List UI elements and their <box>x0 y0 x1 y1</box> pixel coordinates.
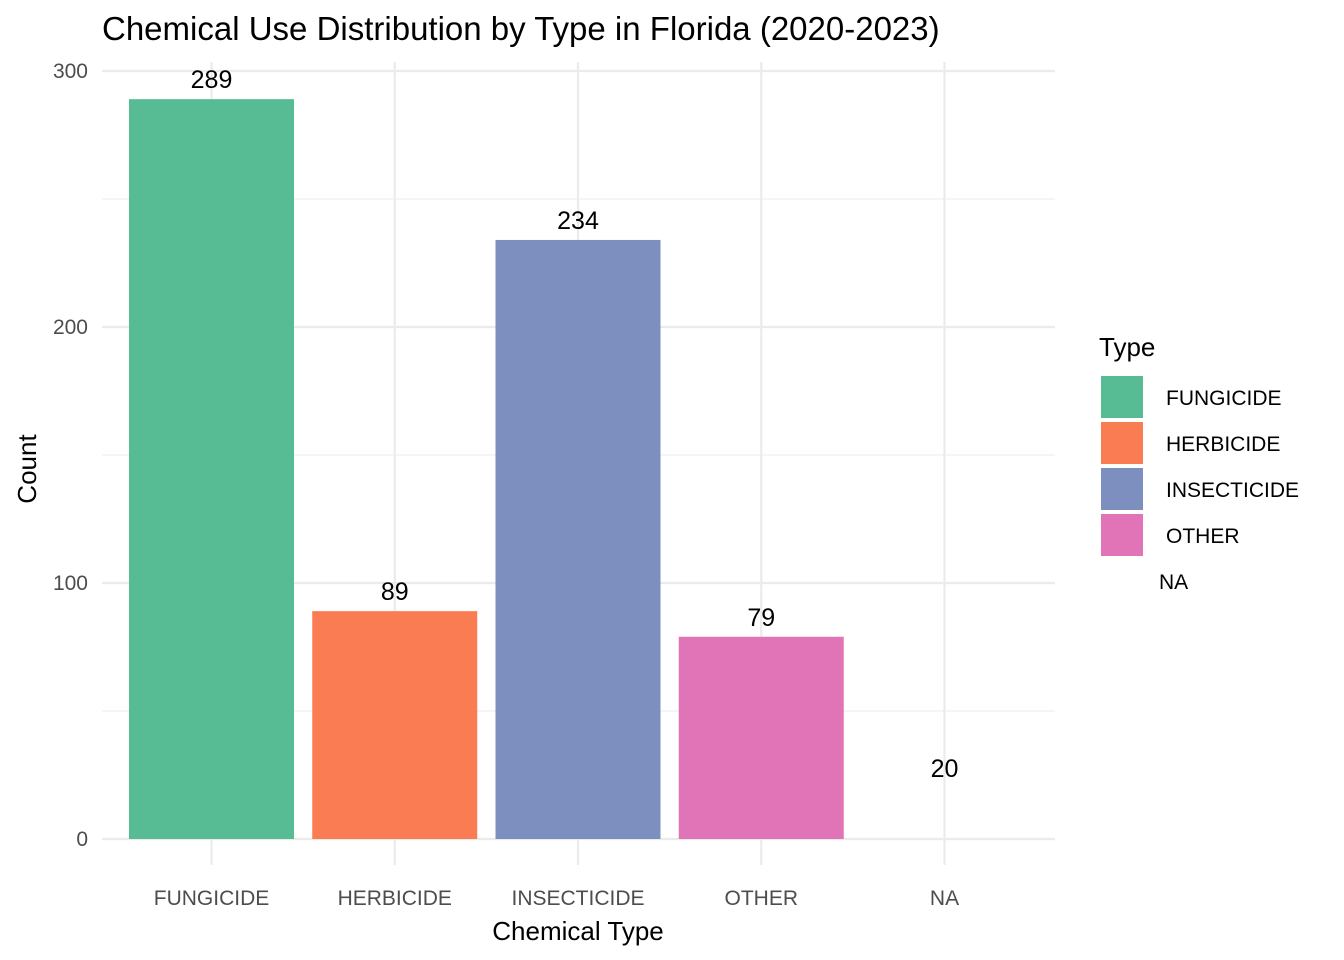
data-label-na: 20 <box>931 755 959 783</box>
legend-key-other <box>1101 514 1143 556</box>
legend-label-na: NA <box>1159 571 1188 594</box>
x-tick-label: NA <box>930 887 959 910</box>
bar-fungicide <box>129 99 294 839</box>
data-label-herbicide: 89 <box>381 578 409 606</box>
legend-key-fungicide <box>1101 376 1143 418</box>
legend-key-insecticide <box>1101 468 1143 510</box>
y-tick-label: 300 <box>53 60 88 83</box>
legend-title: Type <box>1099 332 1155 362</box>
y-axis-title: Count <box>12 434 42 504</box>
legend-label-other: OTHER <box>1166 525 1240 548</box>
x-tick-label: OTHER <box>725 887 799 910</box>
legend-label-herbicide: HERBICIDE <box>1166 433 1280 456</box>
bar-other <box>678 636 844 839</box>
y-tick-label: 100 <box>53 572 88 595</box>
legend-key-herbicide <box>1101 422 1143 464</box>
y-axis-ticks: 0 100 200 300 <box>53 60 88 851</box>
legend-label-fungicide: FUNGICIDE <box>1166 387 1282 410</box>
y-tick-label: 0 <box>76 828 88 851</box>
x-tick-label: FUNGICIDE <box>154 887 270 910</box>
legend-label-insecticide: INSECTICIDE <box>1166 479 1299 502</box>
x-axis-ticks: FUNGICIDE HERBICIDE INSECTICIDE OTHER NA <box>154 887 959 910</box>
bar-herbicide <box>312 611 478 839</box>
x-axis-title: Chemical Type <box>492 916 664 946</box>
legend: Type FUNGICIDE HERBICIDE INSECTICIDE OTHER N… <box>1099 332 1299 594</box>
x-tick-label: INSECTICIDE <box>511 887 644 910</box>
y-tick-label: 200 <box>53 316 88 339</box>
x-tick-label: HERBICIDE <box>338 887 452 910</box>
data-labels: 289 89 234 79 20 <box>191 66 959 783</box>
data-label-insecticide: 234 <box>557 207 599 235</box>
legend-items: FUNGICIDE HERBICIDE INSECTICIDE OTHER NA <box>1101 376 1299 594</box>
data-label-fungicide: 289 <box>191 66 233 94</box>
bars <box>129 99 844 839</box>
bar-insecticide <box>495 239 661 839</box>
chart-title: Chemical Use Distribution by Type in Flo… <box>102 10 940 47</box>
data-label-other: 79 <box>747 604 775 632</box>
